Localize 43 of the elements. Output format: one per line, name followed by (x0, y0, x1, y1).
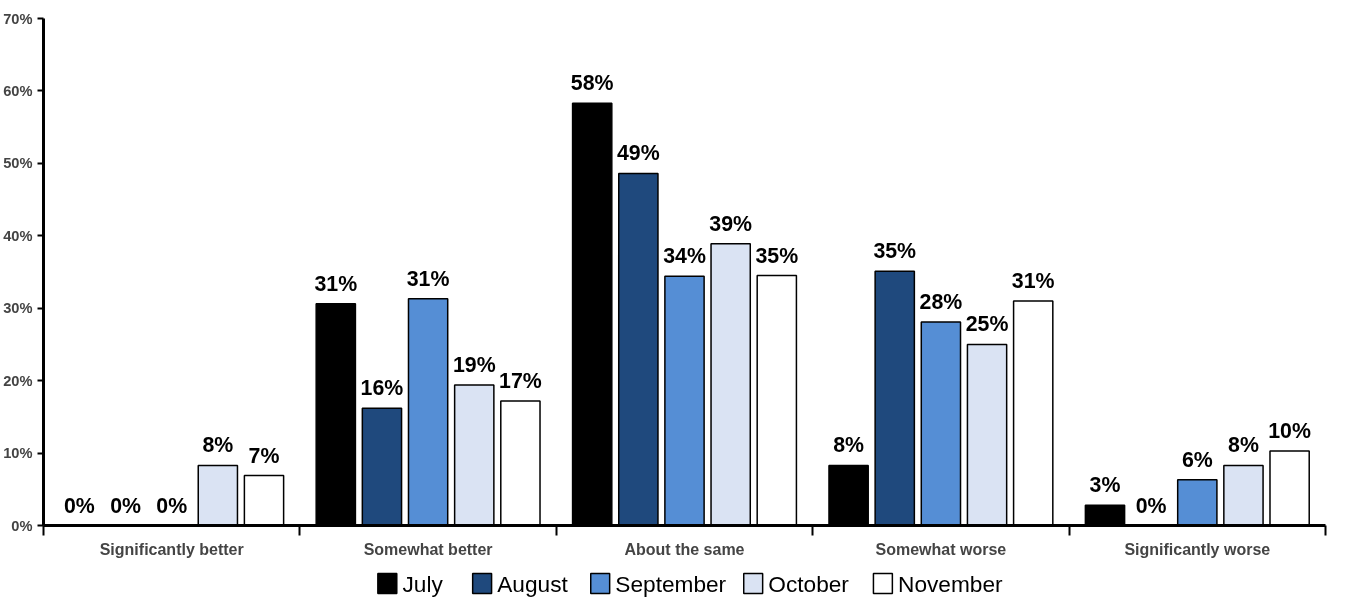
data-label: 8% (202, 433, 234, 458)
data-label: 31% (1011, 268, 1055, 293)
y-tick-label: 30% (3, 300, 33, 317)
x-tick-label: Significantly better (99, 540, 244, 558)
data-label: 25% (965, 312, 1009, 337)
legend-label: September (615, 570, 727, 597)
data-label: 31% (406, 266, 450, 291)
y-tick-label: 60% (3, 82, 33, 99)
x-tick-label: Somewhat worse (875, 540, 1007, 558)
data-label: 16% (360, 376, 404, 401)
y-tick-label: 20% (3, 372, 33, 389)
x-tick-label: Somewhat better (363, 540, 493, 558)
data-label: 17% (499, 368, 542, 393)
data-label: 8% (1228, 433, 1259, 458)
data-label: 3% (1089, 473, 1121, 498)
data-label: 35% (755, 243, 799, 268)
data-label: 10% (1268, 418, 1311, 443)
data-label: 0% (110, 493, 141, 518)
data-label: 0% (156, 493, 188, 518)
data-label: 8% (833, 433, 865, 458)
x-tick-label: About the same (624, 540, 745, 558)
legend-label: August (497, 570, 569, 597)
data-label: 0% (1135, 493, 1167, 518)
data-label: 6% (1181, 447, 1213, 472)
data-label: 39% (709, 211, 753, 236)
y-tick-label: 40% (3, 227, 33, 244)
data-label: 49% (617, 141, 660, 166)
y-tick-label: 50% (3, 155, 33, 172)
legend-label: October (768, 570, 850, 597)
data-label: 35% (873, 239, 917, 264)
data-label: 58% (570, 71, 614, 96)
data-label: 31% (314, 271, 358, 296)
legend-label: November (898, 570, 1003, 597)
x-tick-label: Significantly worse (1124, 540, 1271, 558)
data-label: 28% (919, 289, 963, 314)
data-label: 19% (452, 352, 496, 377)
data-label: 0% (63, 493, 95, 518)
data-label: 34% (663, 244, 706, 269)
data-label: 7% (248, 443, 280, 468)
legend-label: July (402, 570, 444, 597)
y-tick-label: 0% (11, 517, 33, 534)
y-tick-label: 70% (3, 10, 33, 27)
y-tick-label: 10% (3, 445, 33, 462)
